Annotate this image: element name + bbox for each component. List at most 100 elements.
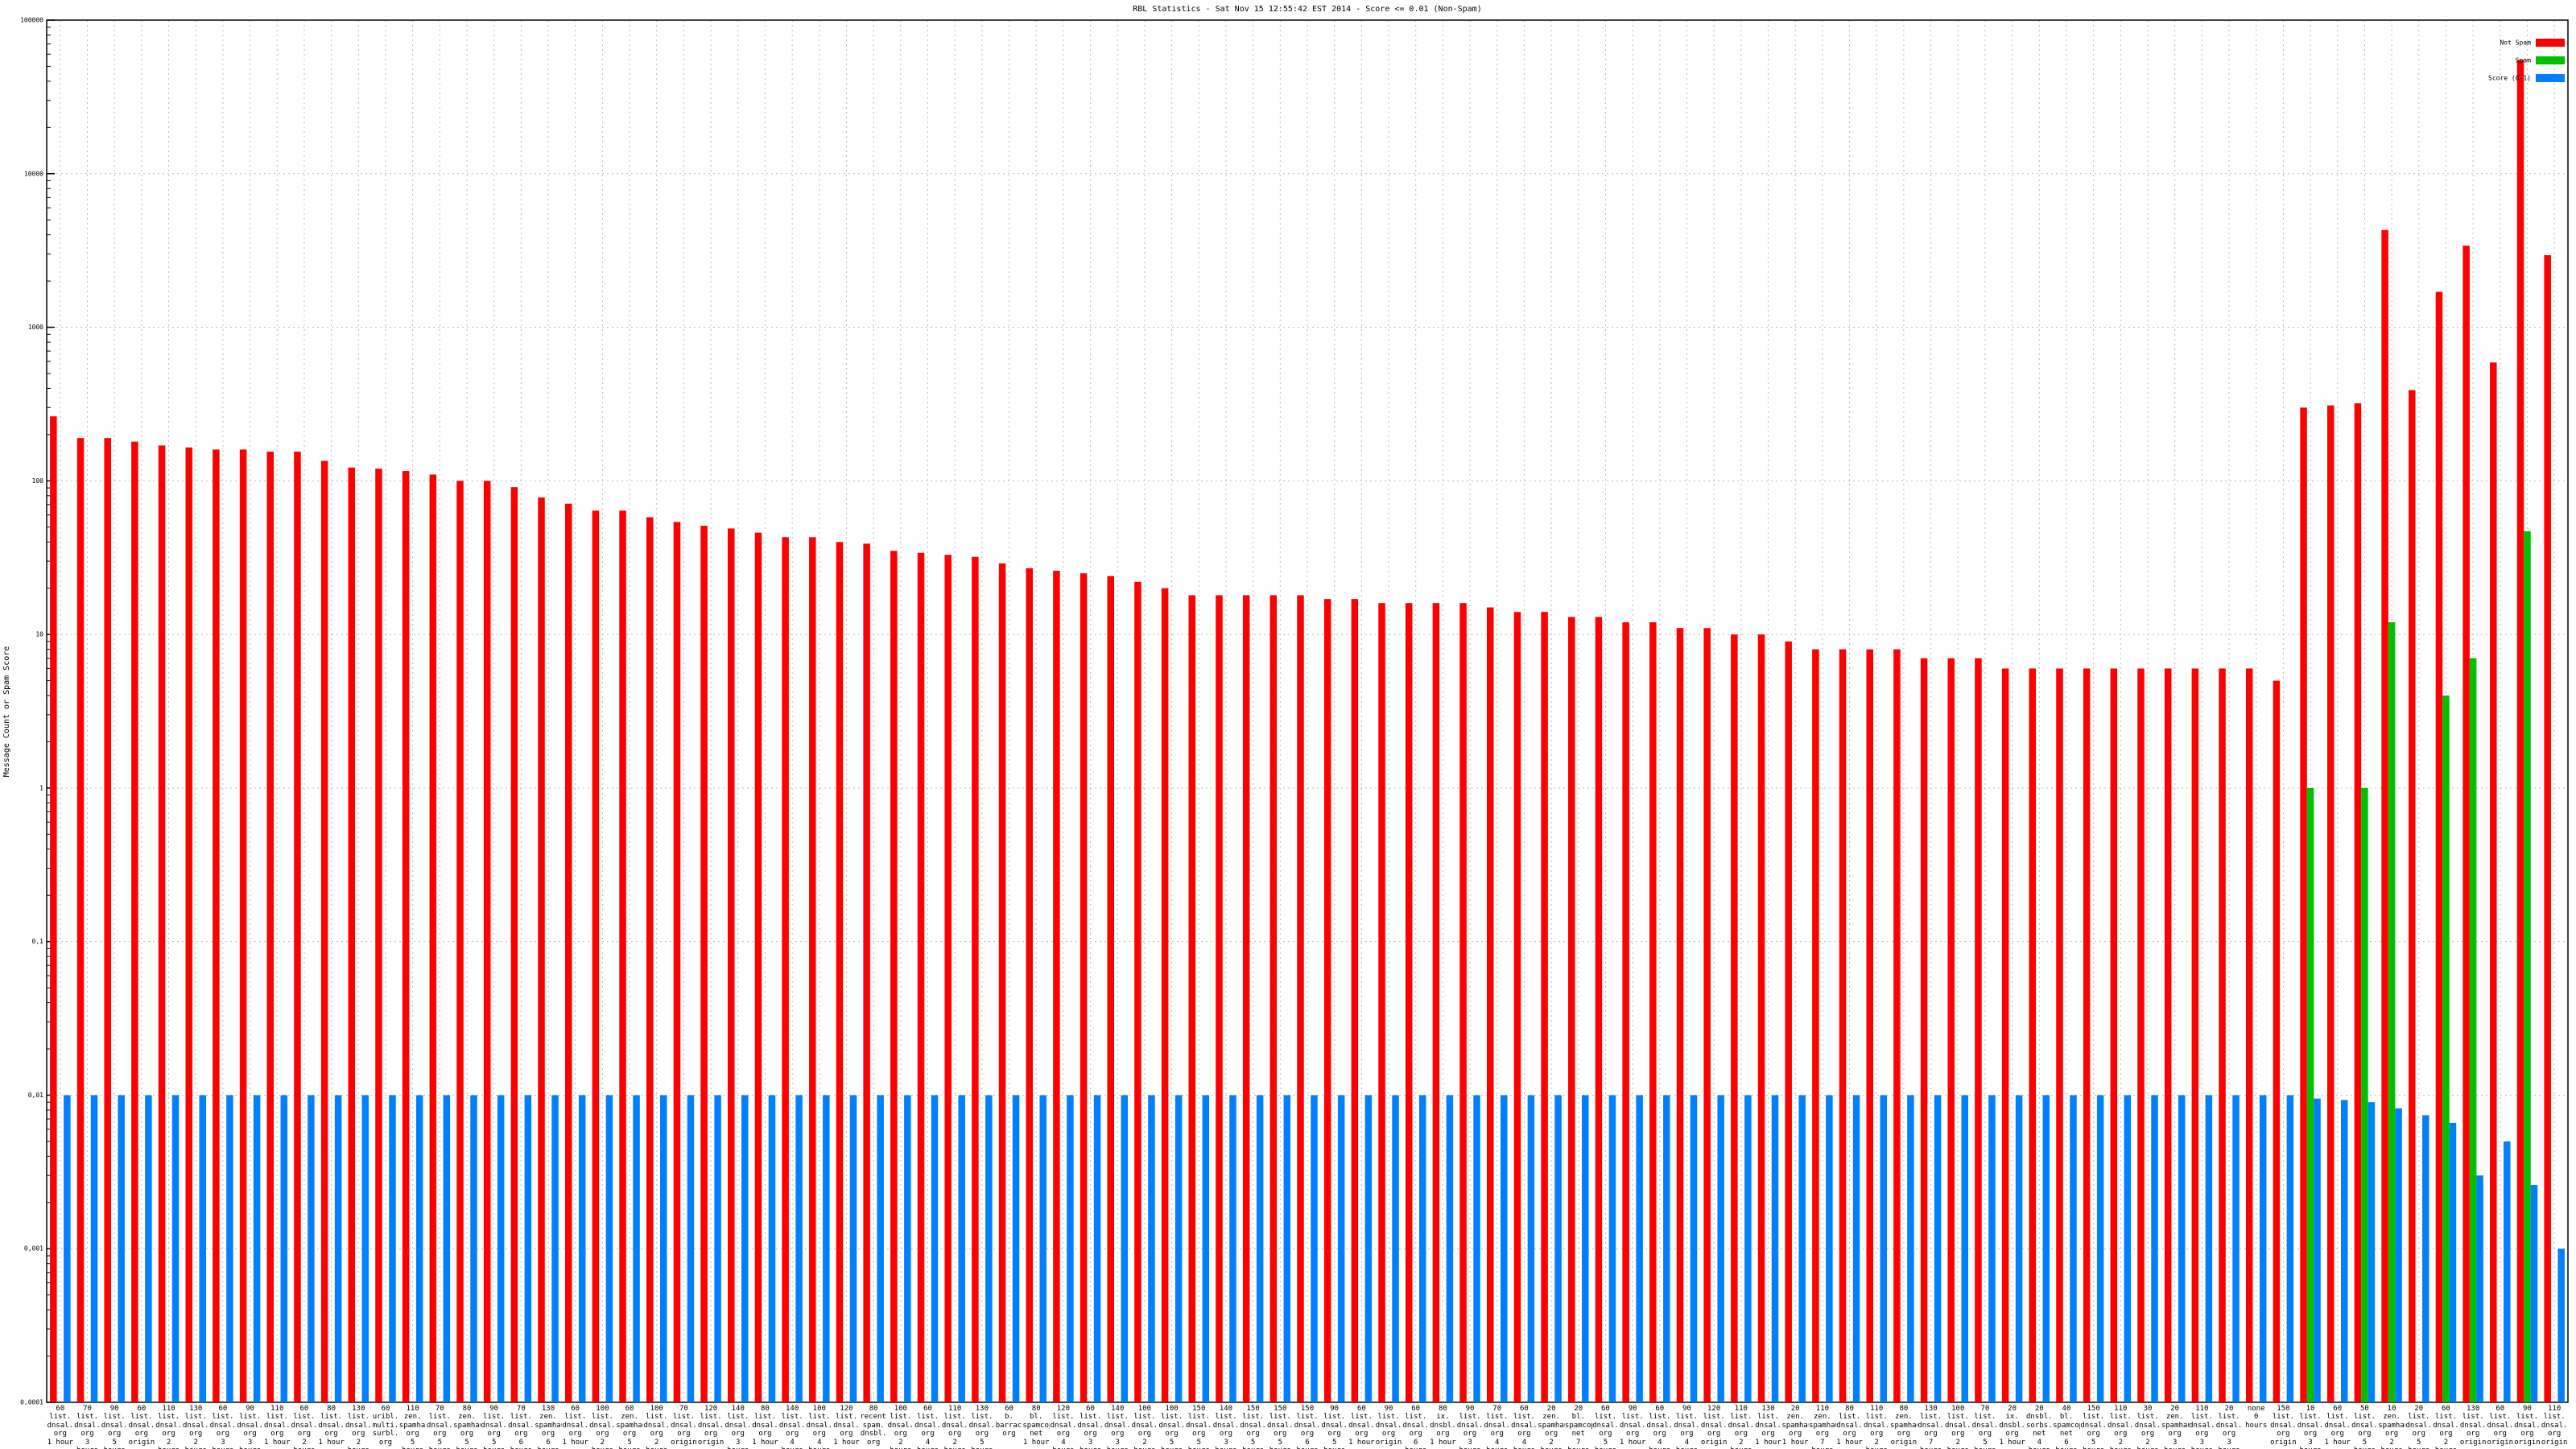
bar [985, 1095, 993, 1402]
x-tick-label: 150 list. dnsal. org 5 hours [1186, 1405, 1212, 1449]
x-tick-label: 60 list. dnsal. org 1 hour [1348, 1405, 1375, 1447]
x-tick-label: 150 list. dnsal. org 5 hours [1240, 1405, 1266, 1449]
bar [1107, 576, 1115, 1403]
x-tick-label: 80 list. dnsal. org 1 hour [318, 1405, 345, 1447]
y-tick-label: 1 [39, 784, 43, 791]
bar [2361, 787, 2368, 1402]
bar [171, 1095, 180, 1402]
bar [564, 503, 572, 1402]
bar [1961, 1095, 1969, 1402]
bar [1256, 1095, 1264, 1402]
bar [1323, 599, 1331, 1402]
x-tick-label: 80 recent. spam. dnsbl. org [860, 1405, 887, 1447]
bar [1161, 588, 1169, 1402]
x-tick-label: 70 list. dnsal. org 3 hours [74, 1405, 101, 1449]
x-tick-label: 110 list. dnsal. org 3 hours [2189, 1405, 2215, 1449]
bar [1826, 1095, 1833, 1402]
x-tick-label: 100 list. dnsal. org 5 hours [1158, 1405, 1185, 1449]
bar [280, 1095, 288, 1402]
bar [294, 452, 301, 1403]
bar [1148, 1095, 1155, 1402]
x-tick-label: 70 list. dnsal. org 4 hours [1484, 1405, 1510, 1449]
x-tick-label: 130 list. dnsal. org origin [2459, 1405, 2487, 1447]
x-tick-label: none 0 hours [2245, 1405, 2268, 1430]
bar [50, 416, 57, 1402]
x-tick-label: 150 list. dnsal. org 6 hours [1294, 1405, 1321, 1449]
bar [2191, 668, 2199, 1402]
y-axis-label: Message Count or Spam Score [2, 646, 11, 778]
bar [1337, 1095, 1345, 1402]
bar [1216, 595, 1223, 1402]
x-tick-label: 140 list. dnsal. org 3 hours [724, 1405, 752, 1449]
bar [2164, 668, 2172, 1402]
legend-label: Score (0-1) [2488, 75, 2531, 82]
bar [1703, 628, 1711, 1402]
x-tick-label: 150 list. dnsal. org origin [2270, 1405, 2297, 1447]
bar [768, 1095, 776, 1402]
x-tick-label: 80 zen. spamhaus. org 5 hours [453, 1405, 481, 1449]
bar [76, 438, 85, 1402]
x-tick-label: 70 list. dnsal. org 6 hours [508, 1405, 535, 1449]
y-tick-label: 0,01 [28, 1092, 43, 1099]
bar [1744, 1095, 1752, 1402]
x-tick-label: 20 zen. spamhaus. org 1 hour [1781, 1405, 1809, 1447]
bar [1798, 1095, 1806, 1402]
bar [1121, 1095, 1129, 1402]
x-tick-label: 60 list. dnsal. org origin [2487, 1405, 2514, 1447]
bar [1771, 1095, 1779, 1402]
x-tick-label: 20 bl. spamcop. net 7 hours [1564, 1405, 1592, 1449]
bar [2137, 668, 2145, 1402]
x-tick-label: 120 list. dnsal. org 1 hour [833, 1405, 860, 1447]
x-tick-label: 130 list. dnsal. org 2 hours [182, 1405, 209, 1449]
bar [443, 1095, 451, 1402]
y-tick-label: 100 [32, 477, 44, 485]
bar [2462, 246, 2470, 1403]
x-tick-label: 130 list. dnsal. org 7 hours [1918, 1405, 1944, 1449]
bar [1690, 1095, 1698, 1402]
bar [1907, 1095, 1914, 1402]
bar [1093, 1095, 1101, 1402]
x-tick-label: 130 list. dnsal. org 1 hour [1755, 1405, 1781, 1447]
bar [1174, 1095, 1183, 1402]
bar [308, 1095, 315, 1402]
bar [1392, 1095, 1399, 1402]
bar [2544, 254, 2551, 1402]
bar [64, 1095, 71, 1402]
y-tick-label: 10000 [24, 170, 43, 177]
bar [1527, 1095, 1535, 1402]
x-tick-label: 30 list. dnsal. org 2 hours [2134, 1405, 2161, 1449]
bar [1283, 1095, 1291, 1402]
bar [592, 510, 600, 1403]
x-tick-label: 130 zen. spamhaus. org 6 hours [535, 1405, 562, 1449]
x-tick-label: 110 zen. spamhaus. org 7 hours [1809, 1405, 1836, 1449]
x-tick-label: 20 zen. spamhaus. org 3 hours [2161, 1405, 2189, 1449]
x-tick-label: 10 list. dnsal. org 3 hours [2297, 1405, 2324, 1449]
x-tick-label: 60 list. dnsal. org 4 hours [1511, 1405, 1538, 1449]
bar [2083, 668, 2091, 1402]
y-tick-label: 1000 [28, 324, 43, 331]
x-tick-label: 140 list. dnsal. org 3 hours [1212, 1405, 1240, 1449]
bar [2340, 1100, 2348, 1402]
bar [659, 1095, 667, 1402]
bar [2469, 658, 2477, 1402]
bar [510, 487, 518, 1402]
bar [1947, 658, 1955, 1402]
x-tick-label: 110 list. dnsal. org 2 hours [155, 1405, 182, 1449]
bar [890, 551, 898, 1403]
bar [998, 563, 1006, 1402]
bar [1595, 617, 1603, 1402]
bar [2096, 1095, 2104, 1402]
bar [2219, 668, 2226, 1402]
x-tick-label: 90 list. dnsal. org 3 hours [237, 1405, 263, 1449]
x-tick-label: 60 list. dnsal. org 6 hours [1402, 1405, 1429, 1449]
x-tick-label: 90 list. dnsal. org 1 hour [1619, 1405, 1646, 1447]
x-tick-label: 60 list. dnsal. org 1 hour [2324, 1405, 2351, 1447]
bar [2042, 1095, 2050, 1402]
bar [673, 522, 681, 1402]
bar [483, 481, 491, 1403]
x-tick-label: 90 list. dnsal. org origin [1375, 1405, 1402, 1447]
x-tick-label: 20 list. dnsal. org 3 hours [2215, 1405, 2243, 1449]
bar [1608, 1095, 1616, 1402]
